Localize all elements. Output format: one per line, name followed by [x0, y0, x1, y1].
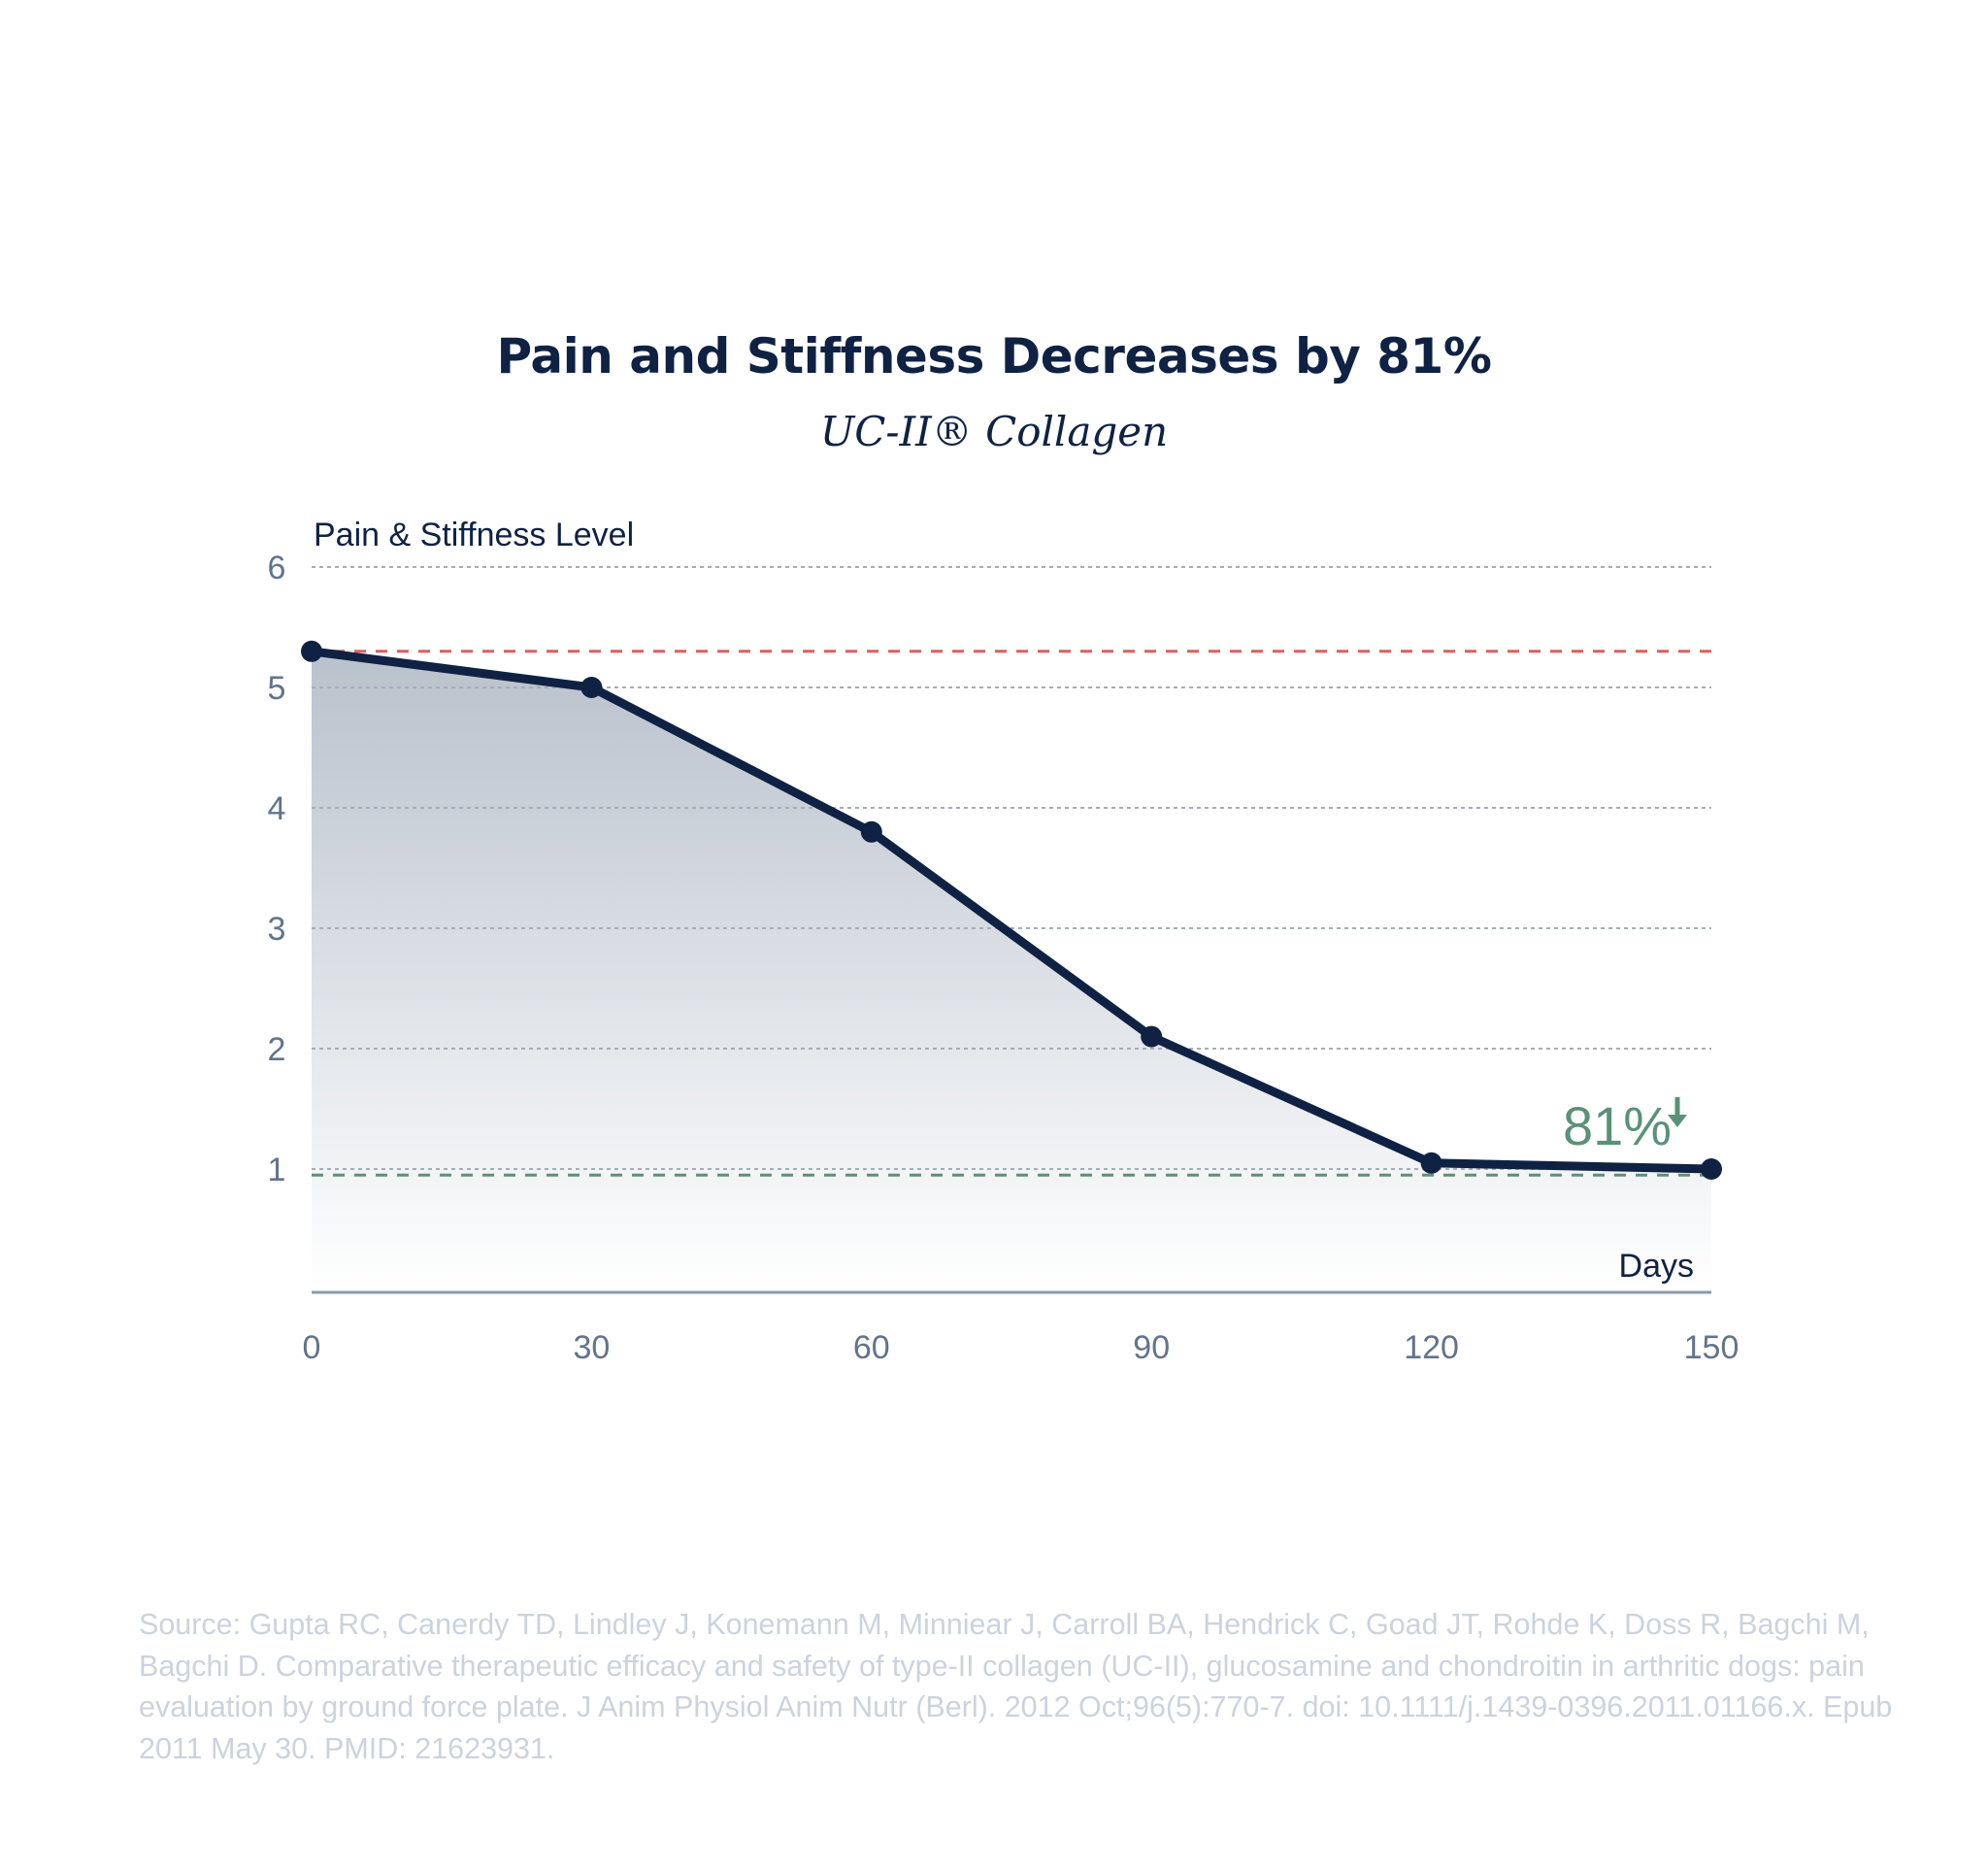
reduction-percent-label: 81%	[1563, 1095, 1672, 1156]
data-point-day-60	[860, 820, 882, 843]
y-axis-label: Pain & Stiffness Level	[314, 517, 634, 553]
source-citation: Source: Gupta RC, Canerdy TD, Lindley J,…	[139, 1608, 1893, 1766]
x-tick-label: 60	[853, 1329, 890, 1366]
x-tick-label: 120	[1404, 1329, 1459, 1366]
down-arrow-icon	[1668, 1097, 1687, 1127]
chart-subtitle: UC-II® Collagen	[820, 408, 1168, 455]
series-line	[307, 647, 1716, 1174]
data-point-day-0	[301, 640, 322, 662]
data-point-day-90	[1141, 1025, 1163, 1048]
y-tick-label: 2	[268, 1031, 286, 1068]
area-fill	[312, 651, 1711, 1289]
y-tick-label: 3	[268, 911, 286, 948]
data-point-day-150	[1701, 1158, 1722, 1180]
data-point-day-120	[1420, 1152, 1442, 1174]
x-axis-label: Days	[1619, 1248, 1694, 1285]
x-tick-label: 30	[573, 1329, 610, 1366]
x-tick-label: 0	[303, 1329, 321, 1366]
x-tick-label: 150	[1684, 1329, 1740, 1366]
data-point-day-30	[580, 677, 603, 698]
y-tick-label: 5	[268, 670, 286, 707]
y-tick-label: 1	[268, 1152, 286, 1188]
y-tick-label: 6	[268, 550, 286, 586]
x-tick-label: 90	[1133, 1329, 1170, 1366]
chart-title: Pain and Stiffness Decreases by 81%	[497, 328, 1492, 384]
reduction-annotation: 81%	[1563, 1095, 1687, 1156]
y-tick-label: 4	[268, 790, 286, 827]
